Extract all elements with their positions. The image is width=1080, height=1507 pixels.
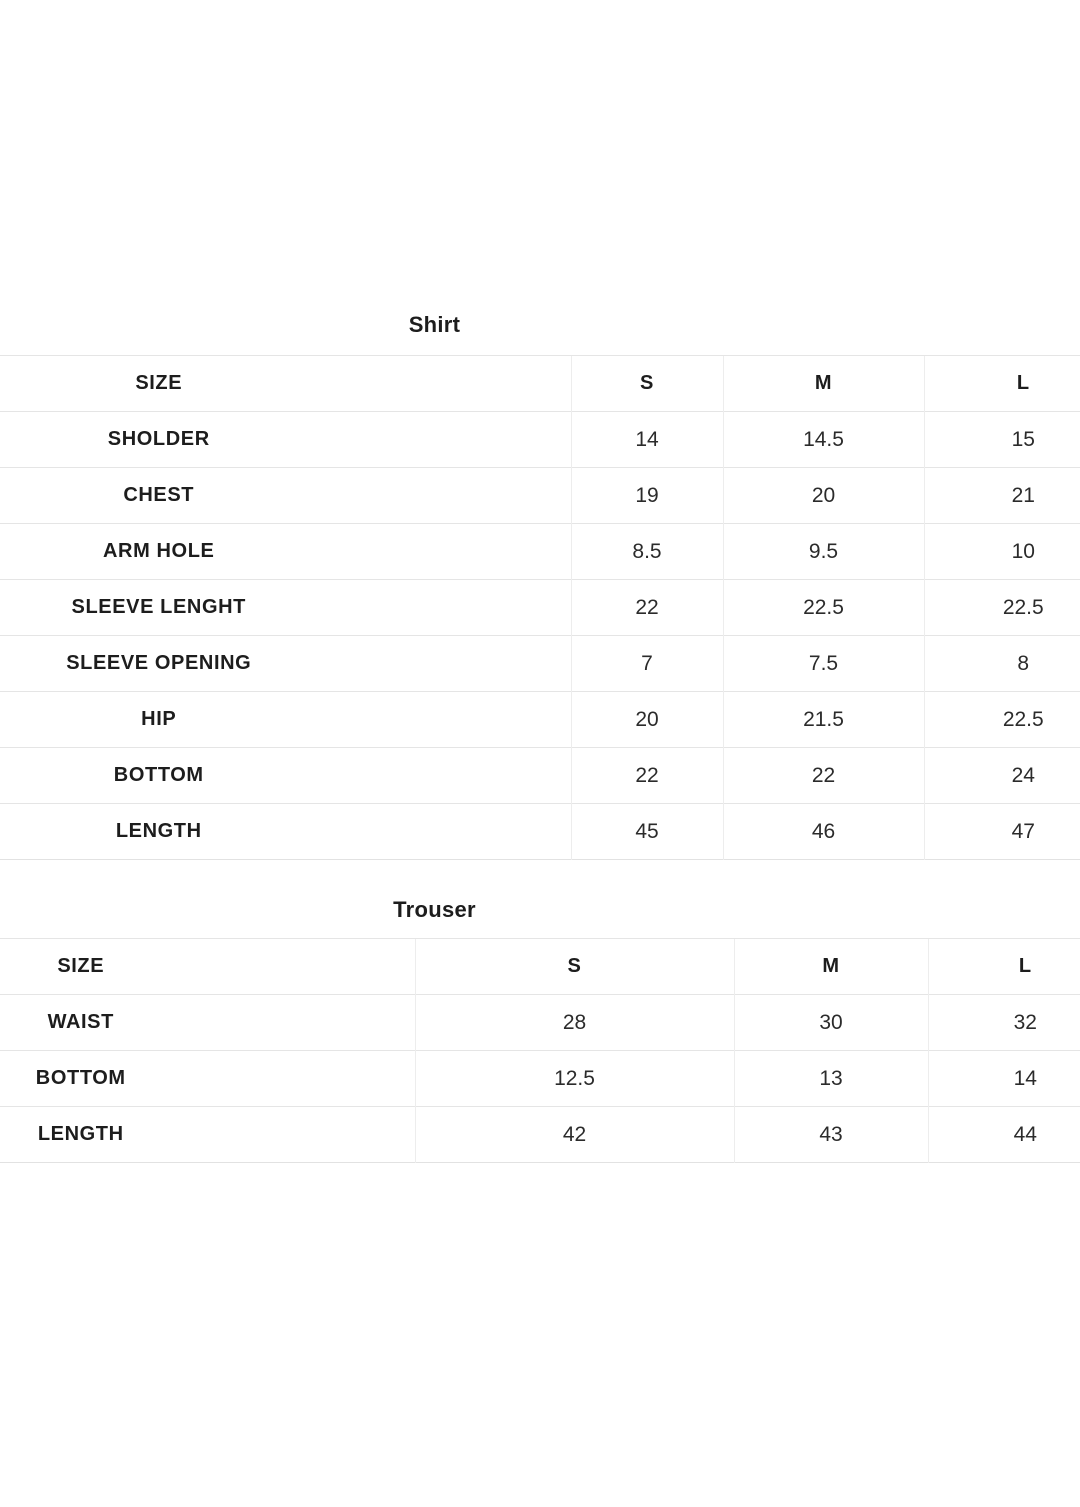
trouser-row-waist: WAIST 28 30 32 — [0, 994, 1080, 1051]
cell-value: 20 — [722, 467, 924, 524]
cell-value: 44 — [927, 1106, 1080, 1163]
cell-value: 14 — [927, 1050, 1080, 1107]
shirt-row-length: LENGTH 45 46 47 — [0, 803, 1080, 860]
shirt-row-bottom: BOTTOM 22 22 24 — [0, 747, 1080, 804]
cell-value: 22.5 — [923, 579, 1080, 636]
shirt-header-m: M — [722, 355, 924, 412]
trouser-header-s: S — [414, 938, 734, 995]
cell-value: 45 — [570, 803, 723, 860]
cell-value: 21 — [923, 467, 1080, 524]
trouser-row-bottom: BOTTOM 12.5 13 14 — [0, 1050, 1080, 1107]
cell-value: 28 — [414, 994, 734, 1051]
cell-value: 19 — [570, 467, 723, 524]
cell-value: 32 — [927, 994, 1080, 1051]
cell-value: 24 — [923, 747, 1080, 804]
cell-value: 43 — [733, 1106, 928, 1163]
cell-value: 30 — [733, 994, 928, 1051]
cell-value: 22.5 — [923, 691, 1080, 748]
shirt-header-l: L — [923, 355, 1080, 412]
shirt-row-arm-hole: ARM HOLE 8.5 9.5 10 — [0, 523, 1080, 580]
shirt-row-sleeve-opening: SLEEVE OPENING 7 7.5 8 — [0, 635, 1080, 692]
shirt-row-sleeve-lenght: SLEEVE LENGHT 22 22.5 22.5 — [0, 579, 1080, 636]
shirt-header-size: SIZE — [0, 355, 571, 412]
cell-value: 22 — [570, 579, 723, 636]
cell-value: 8 — [923, 635, 1080, 692]
cell-value: 22.5 — [722, 579, 924, 636]
row-label: SLEEVE LENGHT — [0, 579, 571, 636]
cell-value: 8.5 — [570, 523, 723, 580]
trouser-header-l: L — [927, 938, 1080, 995]
row-label: SLEEVE OPENING — [0, 635, 571, 692]
row-label: SHOLDER — [0, 411, 571, 468]
shirt-table-title: Shirt — [408, 312, 461, 337]
cell-value: 7 — [570, 635, 723, 692]
cell-value: 14 — [570, 411, 723, 468]
trouser-row-length: LENGTH 42 43 44 — [0, 1106, 1080, 1163]
size-chart-content: Shirt SIZE S M L SHOLDER 14 14.5 — [0, 312, 1080, 1163]
row-label: LENGTH — [0, 1106, 415, 1163]
cell-value: 7.5 — [722, 635, 924, 692]
trouser-size-table: SIZE S M L WAIST 28 30 32 BOTTOM 12.5 13… — [0, 938, 1080, 1163]
shirt-row-hip: HIP 20 21.5 22.5 — [0, 691, 1080, 748]
cell-value: 42 — [414, 1106, 734, 1163]
trouser-header-size: SIZE — [0, 938, 415, 995]
row-label: LENGTH — [0, 803, 571, 860]
shirt-row-sholder: SHOLDER 14 14.5 15 — [0, 411, 1080, 468]
cell-value: 10 — [923, 523, 1080, 580]
shirt-size-table: SIZE S M L SHOLDER 14 14.5 15 CHEST 19 2… — [0, 355, 1080, 860]
cell-value: 22 — [570, 747, 723, 804]
row-label: BOTTOM — [0, 747, 571, 804]
trouser-table-title: Trouser — [393, 897, 476, 922]
row-label: ARM HOLE — [0, 523, 571, 580]
row-label: BOTTOM — [0, 1050, 415, 1107]
cell-value: 13 — [733, 1050, 928, 1107]
cell-value: 20 — [570, 691, 723, 748]
trouser-header-row: SIZE S M L — [0, 938, 1080, 995]
cell-value: 21.5 — [722, 691, 924, 748]
shirt-header-row: SIZE S M L — [0, 355, 1080, 412]
row-label: CHEST — [0, 467, 571, 524]
cell-value: 14.5 — [722, 411, 924, 468]
row-label: HIP — [0, 691, 571, 748]
cell-value: 9.5 — [722, 523, 924, 580]
cell-value: 15 — [923, 411, 1080, 468]
row-label: WAIST — [0, 994, 415, 1051]
shirt-header-s: S — [570, 355, 723, 412]
cell-value: 47 — [923, 803, 1080, 860]
cell-value: 46 — [722, 803, 924, 860]
trouser-header-m: M — [733, 938, 928, 995]
shirt-row-chest: CHEST 19 20 21 — [0, 467, 1080, 524]
cell-value: 22 — [722, 747, 924, 804]
cell-value: 12.5 — [414, 1050, 734, 1107]
